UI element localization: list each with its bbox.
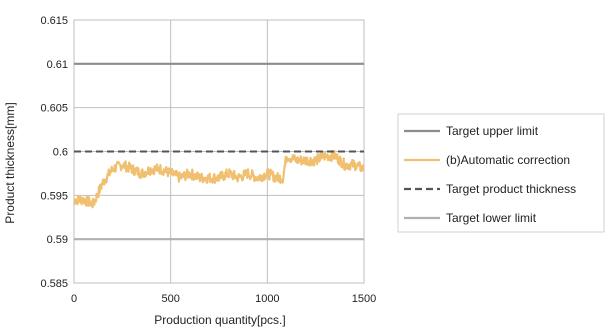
x-axis-title: Production quantity[pcs.] <box>154 313 285 327</box>
y-tick-label: 0.61 <box>47 59 68 71</box>
x-tick-label: 1000 <box>255 293 279 305</box>
legend-label-b-automatic-correction: (b)Automatic correction <box>446 153 570 167</box>
y-tick-label: 0.59 <box>47 234 68 246</box>
x-tick-label: 1500 <box>352 293 376 305</box>
legend-label-target-product-thickness: Target product thickness <box>446 182 576 196</box>
legend-label-target-upper-limit: Target upper limit <box>446 124 539 138</box>
x-tick-label: 500 <box>161 293 179 305</box>
y-tick-label: 0.6 <box>53 147 68 159</box>
y-tick-label: 0.615 <box>40 15 68 27</box>
y-tick-label: 0.595 <box>40 190 68 202</box>
y-tick-label: 0.585 <box>40 278 68 290</box>
series-line-b-automatic-correction <box>73 149 365 209</box>
y-axis-title: Product thickness[mm] <box>3 102 17 223</box>
x-tick-label: 0 <box>71 293 77 305</box>
legend-label-target-lower-limit: Target lower limit <box>446 211 537 225</box>
legend: Target upper limit (b)Automatic correctio… <box>397 113 605 233</box>
legend-box <box>397 113 605 233</box>
plot-series <box>73 62 365 241</box>
axes: 0.585 0.59 0.595 0.6 0.605 0.61 0.615 0 500 1000 1… <box>40 15 376 305</box>
y-tick-label: 0.605 <box>40 103 68 115</box>
